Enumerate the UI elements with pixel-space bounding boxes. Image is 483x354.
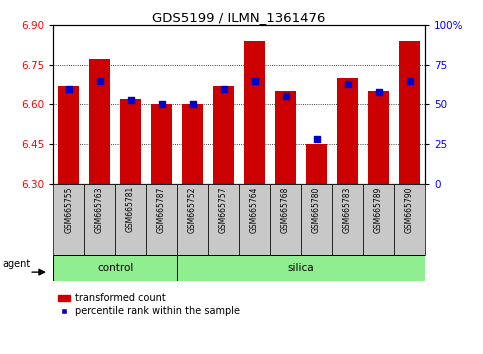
Bar <box>53 255 177 281</box>
Bar <box>398 41 420 184</box>
Text: GSM665783: GSM665783 <box>343 186 352 233</box>
Bar <box>177 184 208 255</box>
Bar <box>306 144 327 184</box>
Point <box>96 78 103 83</box>
Bar <box>368 91 389 184</box>
Legend: transformed count, percentile rank within the sample: transformed count, percentile rank withi… <box>58 293 240 316</box>
Point <box>189 102 197 107</box>
Text: control: control <box>97 263 133 273</box>
Text: GSM665781: GSM665781 <box>126 186 135 233</box>
Text: agent: agent <box>3 259 31 269</box>
Text: GSM665763: GSM665763 <box>95 186 104 233</box>
Bar <box>275 91 297 184</box>
Text: GSM665787: GSM665787 <box>157 186 166 233</box>
Bar <box>394 184 425 255</box>
Bar <box>244 41 266 184</box>
Bar <box>89 59 111 184</box>
Point <box>313 137 320 142</box>
Bar <box>58 86 80 184</box>
Bar <box>177 255 425 281</box>
Text: GSM665780: GSM665780 <box>312 186 321 233</box>
Bar <box>208 184 239 255</box>
Bar <box>239 184 270 255</box>
Bar <box>332 184 363 255</box>
Point <box>375 89 383 95</box>
Bar <box>182 104 203 184</box>
Text: GSM665790: GSM665790 <box>405 186 414 233</box>
Bar <box>146 184 177 255</box>
Text: GDS5199 / ILMN_1361476: GDS5199 / ILMN_1361476 <box>153 11 326 24</box>
Bar <box>120 99 142 184</box>
Bar <box>363 184 394 255</box>
Bar <box>115 184 146 255</box>
Text: GSM665764: GSM665764 <box>250 186 259 233</box>
Point <box>406 78 413 83</box>
Point <box>282 93 289 99</box>
Text: GSM665768: GSM665768 <box>281 186 290 233</box>
Bar <box>53 184 84 255</box>
Text: GSM665755: GSM665755 <box>64 186 73 233</box>
Bar <box>337 78 358 184</box>
Bar <box>270 184 301 255</box>
Bar <box>151 104 172 184</box>
Point <box>158 102 166 107</box>
Point <box>220 86 227 91</box>
Text: GSM665752: GSM665752 <box>188 186 197 233</box>
Bar <box>301 184 332 255</box>
Point <box>65 86 72 91</box>
Point <box>127 97 134 102</box>
Text: GSM665757: GSM665757 <box>219 186 228 233</box>
Text: silica: silica <box>288 263 314 273</box>
Text: GSM665789: GSM665789 <box>374 186 383 233</box>
Point <box>344 81 352 87</box>
Bar <box>213 86 234 184</box>
Point <box>251 78 258 83</box>
Bar <box>84 184 115 255</box>
